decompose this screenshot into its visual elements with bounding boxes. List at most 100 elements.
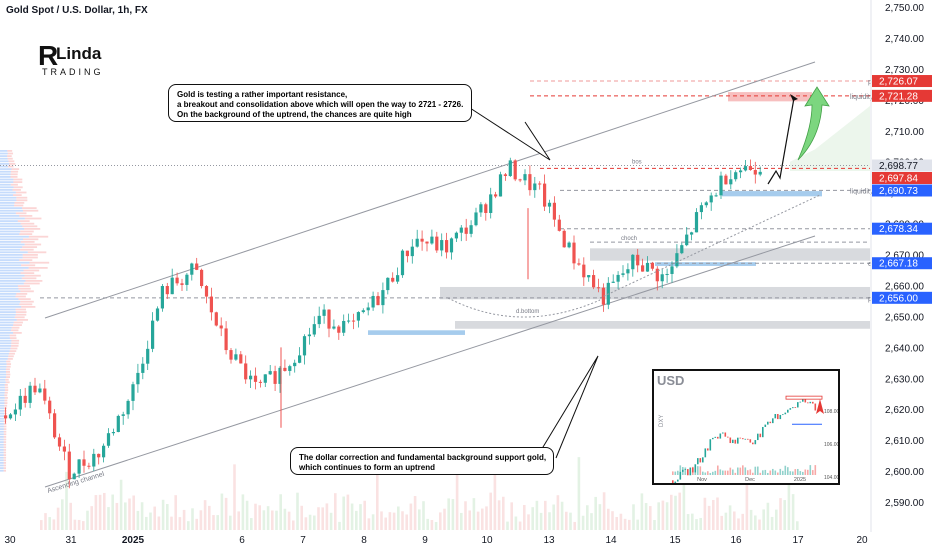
volume-bar xyxy=(607,508,610,530)
volume-profile-bar xyxy=(13,324,22,326)
volume-profile-bar xyxy=(20,300,34,303)
volume-profile-bar xyxy=(10,347,18,350)
volume-profile-bar xyxy=(24,274,41,277)
volume-bar xyxy=(577,457,581,530)
candle-body xyxy=(479,204,483,213)
candle-body xyxy=(631,254,635,270)
candle xyxy=(141,357,145,380)
price-badge-2,726.07: 2,726.07 xyxy=(872,75,932,88)
price-tick-2640: 2,640.00 xyxy=(885,343,924,354)
time-label-9: 9 xyxy=(422,535,428,546)
candle xyxy=(753,161,757,184)
volume-profile-bar xyxy=(3,454,7,456)
candle xyxy=(342,314,346,337)
inset-candle xyxy=(804,399,807,403)
volume-bar xyxy=(749,509,753,530)
candle-body xyxy=(244,363,248,380)
candle-body xyxy=(23,395,27,403)
time-axis[interactable]: 30 31 2025 6 7 8 9 10 13 14 15 16 17 20 xyxy=(4,535,868,546)
volume-profile-bar xyxy=(22,254,38,256)
volume-bar xyxy=(355,510,358,530)
candle-body xyxy=(92,453,96,467)
inset-volume-bar xyxy=(704,472,707,475)
inset-volume-bar xyxy=(742,465,744,475)
volume-bar xyxy=(271,510,274,530)
volume-profile-bar xyxy=(22,256,38,259)
price-badge-2,667.18: 2,667.18 xyxy=(872,257,932,270)
volume-bar xyxy=(758,519,761,530)
volume-bar xyxy=(775,509,778,530)
volume-bar xyxy=(485,506,488,530)
volume-profile-bar xyxy=(20,272,35,274)
volume-profile-bar xyxy=(9,163,16,165)
volume-profile-bar xyxy=(0,454,4,456)
volume-profile-bar xyxy=(20,248,34,251)
volume-bar xyxy=(430,519,434,530)
candle xyxy=(8,412,13,420)
volume-profile-bar xyxy=(0,378,6,381)
volume-profile-bar xyxy=(0,189,13,191)
candle-body xyxy=(714,195,718,197)
volume-profile-bar xyxy=(4,397,8,399)
candle-body xyxy=(567,242,571,248)
candle xyxy=(552,196,556,227)
volume-profile-bar xyxy=(0,222,21,225)
volume-profile-bar xyxy=(0,238,24,241)
candle-body xyxy=(655,268,659,282)
volume-bar xyxy=(661,500,665,530)
volume-bar xyxy=(86,510,89,530)
volume-profile-bar xyxy=(8,352,15,355)
volume-profile-bar xyxy=(0,254,23,256)
volume-profile-bar xyxy=(0,300,21,303)
volume-profile-bar xyxy=(3,428,7,430)
volume-profile-bar xyxy=(0,469,4,472)
candle-body xyxy=(400,250,405,276)
candle-body xyxy=(180,283,184,285)
volume-profile-bar xyxy=(0,342,12,345)
volume-profile-bar xyxy=(28,235,49,238)
inset-title: USD xyxy=(657,373,684,388)
volume-profile-bar xyxy=(3,451,7,454)
candle-body xyxy=(469,225,473,234)
volume-profile-bar xyxy=(0,202,15,204)
volume-bar xyxy=(136,510,140,530)
candle-body xyxy=(312,324,316,335)
time-label-8: 8 xyxy=(361,535,367,546)
candle-body xyxy=(38,388,42,393)
volume-profile-bar xyxy=(9,334,17,337)
volume-bar xyxy=(615,517,618,530)
price-axis[interactable]: 2,750.002,740.002,730.002,720.002,710.00… xyxy=(870,0,932,532)
candle-body xyxy=(758,171,762,175)
volume-profile-bar xyxy=(7,155,12,157)
candle-body xyxy=(734,172,738,180)
candle xyxy=(665,268,669,283)
volume-bar xyxy=(716,497,719,530)
candle-body xyxy=(322,309,326,316)
volume-profile-bar xyxy=(0,303,20,306)
volume-profile-bar xyxy=(0,462,4,464)
volume-bar xyxy=(224,497,228,530)
volume-bar xyxy=(107,507,110,530)
inset-x-label: Dec xyxy=(745,477,755,483)
candle-body xyxy=(361,310,365,313)
label-bos: bos xyxy=(632,159,642,165)
candle-body xyxy=(214,312,218,326)
volume-bar xyxy=(699,517,702,530)
volume-profile-bar xyxy=(3,433,7,436)
candle xyxy=(405,250,409,263)
volume-profile-bar xyxy=(0,246,23,248)
inset-candle xyxy=(732,439,734,444)
inset-volume-bar xyxy=(709,472,712,475)
dxy-inset[interactable]: USD DXY NovDec2025108.00106.00104.00102.… xyxy=(652,369,840,514)
candle xyxy=(469,220,473,238)
inset-x-label: Nov xyxy=(697,477,707,483)
candle xyxy=(160,283,164,312)
candle-body xyxy=(229,350,233,360)
candle-body xyxy=(410,246,414,257)
volume-profile-bar xyxy=(0,397,5,399)
inset-candle xyxy=(714,436,717,438)
volume-bar xyxy=(397,506,400,530)
inset-candle xyxy=(772,418,774,424)
candle-body xyxy=(572,242,576,264)
